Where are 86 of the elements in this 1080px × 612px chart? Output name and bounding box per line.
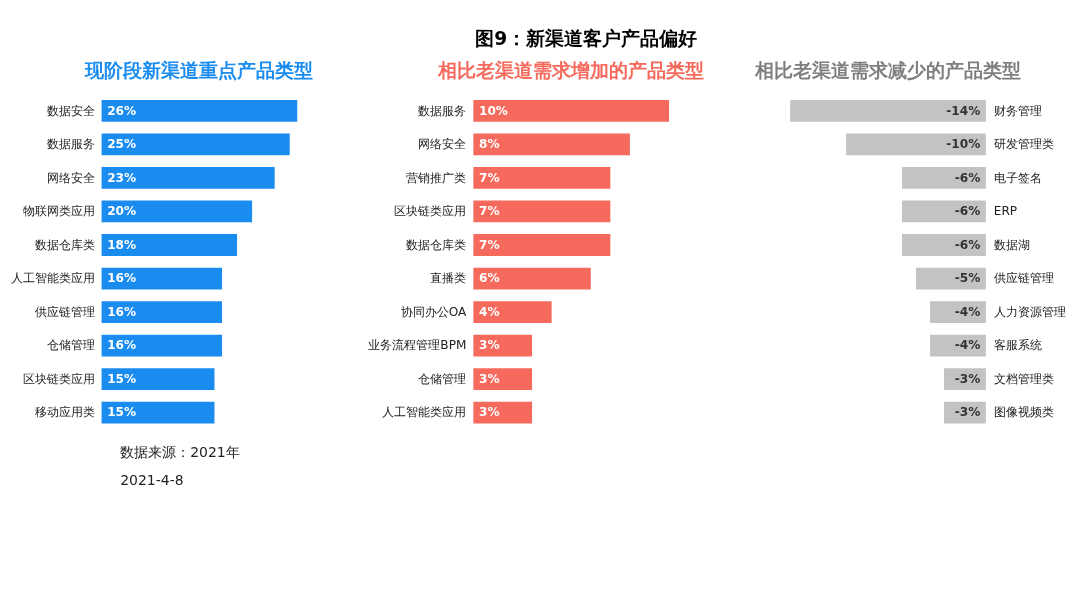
y-tick-label: 财务管理 bbox=[993, 103, 1042, 118]
data-label: 18% bbox=[107, 237, 137, 252]
y-tick-label: 数据安全 bbox=[46, 103, 95, 118]
y-tick-label: 人力资源管理 bbox=[993, 304, 1066, 319]
data-label: 16% bbox=[107, 338, 137, 353]
y-tick-label: 业务流程管理BPM bbox=[368, 338, 467, 353]
bar bbox=[473, 334, 533, 357]
data-label: -5% bbox=[954, 271, 981, 286]
bar bbox=[473, 234, 611, 256]
data-label: -6% bbox=[954, 204, 981, 219]
chart-title: 现阶段新渠道重点产品类型 bbox=[84, 60, 314, 82]
data-label: -6% bbox=[954, 237, 981, 252]
y-tick-label: 仓储管理 bbox=[46, 338, 95, 353]
bar bbox=[101, 200, 253, 223]
bar bbox=[473, 166, 611, 189]
bar bbox=[101, 234, 238, 256]
y-tick-label: 数据服务 bbox=[418, 103, 467, 118]
y-tick-label: 供应链管理 bbox=[34, 304, 95, 319]
data-label: 25% bbox=[107, 137, 137, 152]
y-tick-label: 区块链类应用 bbox=[394, 204, 467, 219]
y-tick-label: 客服系统 bbox=[993, 338, 1042, 353]
y-tick-label: 区块链类应用 bbox=[22, 371, 95, 386]
data-label: 7% bbox=[478, 204, 500, 219]
y-tick-label: 物联网类应用 bbox=[22, 204, 95, 219]
bar bbox=[101, 99, 298, 122]
y-tick-label: 数据湖 bbox=[993, 237, 1030, 252]
data-label: 3% bbox=[478, 338, 500, 353]
data-label: 7% bbox=[478, 237, 500, 252]
data-label: 4% bbox=[478, 304, 500, 319]
data-label: 7% bbox=[478, 170, 500, 185]
y-tick-label: 协同办公OA bbox=[400, 304, 468, 319]
data-label: 6% bbox=[478, 271, 500, 286]
source-note: 数据来源：2021年 bbox=[120, 444, 240, 461]
data-label: 20% bbox=[107, 204, 137, 219]
y-tick-label: 数据服务 bbox=[46, 137, 95, 152]
text: 图9：新渠道客户产品偏好 bbox=[475, 27, 698, 49]
data-label: 15% bbox=[107, 405, 137, 420]
y-tick-label: 电子签名 bbox=[993, 170, 1042, 185]
bar bbox=[473, 301, 552, 323]
y-tick-label: ERP bbox=[993, 204, 1018, 219]
data-label: -4% bbox=[954, 338, 981, 353]
bar bbox=[473, 401, 533, 424]
y-tick-label: 人工智能类应用 bbox=[382, 405, 467, 420]
y-tick-label: 直播类 bbox=[430, 271, 467, 286]
y-tick-label: 数据仓库类 bbox=[406, 237, 467, 252]
data-label: -14% bbox=[946, 103, 981, 118]
bar bbox=[101, 301, 222, 323]
y-tick-label: 营销推广类 bbox=[406, 170, 467, 185]
bar bbox=[473, 368, 533, 391]
bar bbox=[473, 99, 670, 122]
data-label: 15% bbox=[107, 371, 137, 386]
y-tick-label: 人工智能类应用 bbox=[10, 271, 95, 286]
data-label: 26% bbox=[107, 103, 137, 118]
y-tick-label: 网络安全 bbox=[46, 170, 95, 185]
y-tick-label: 图像视频类 bbox=[993, 405, 1054, 420]
y-tick-label: 仓储管理 bbox=[418, 371, 467, 386]
y-tick-label: 数据仓库类 bbox=[34, 237, 95, 252]
data-label: 10% bbox=[478, 103, 508, 118]
data-label: 16% bbox=[107, 271, 137, 286]
text: 2021-4-8 bbox=[120, 472, 184, 489]
data-label: -3% bbox=[954, 405, 981, 420]
data-label: 23% bbox=[107, 170, 137, 185]
data-label: 3% bbox=[478, 371, 500, 386]
data-label: 8% bbox=[478, 137, 500, 152]
y-tick-label: 供应链管理 bbox=[993, 271, 1054, 286]
data-label: -10% bbox=[946, 137, 981, 152]
bar bbox=[473, 267, 591, 290]
data-label: 16% bbox=[107, 304, 137, 319]
data-label: -6% bbox=[954, 170, 981, 185]
bar bbox=[101, 334, 222, 357]
y-tick-label: 移动应用类 bbox=[34, 405, 95, 420]
y-tick-label: 研发管理类 bbox=[993, 137, 1054, 152]
bar bbox=[101, 267, 222, 290]
bar bbox=[101, 166, 275, 189]
chart-title: 相比老渠道需求减少的产品类型 bbox=[754, 60, 1022, 82]
chart-title: 相比老渠道需求增加的产品类型 bbox=[437, 60, 705, 82]
y-tick-label: 文档管理类 bbox=[993, 371, 1054, 386]
bar bbox=[101, 401, 215, 424]
bar bbox=[101, 133, 290, 156]
bar bbox=[473, 200, 611, 223]
data-label: -4% bbox=[954, 304, 981, 319]
data-label: 3% bbox=[478, 405, 500, 420]
y-tick-label: 网络安全 bbox=[418, 137, 467, 152]
bar bbox=[101, 368, 215, 391]
bar bbox=[473, 133, 630, 156]
data-label: -3% bbox=[954, 371, 981, 386]
